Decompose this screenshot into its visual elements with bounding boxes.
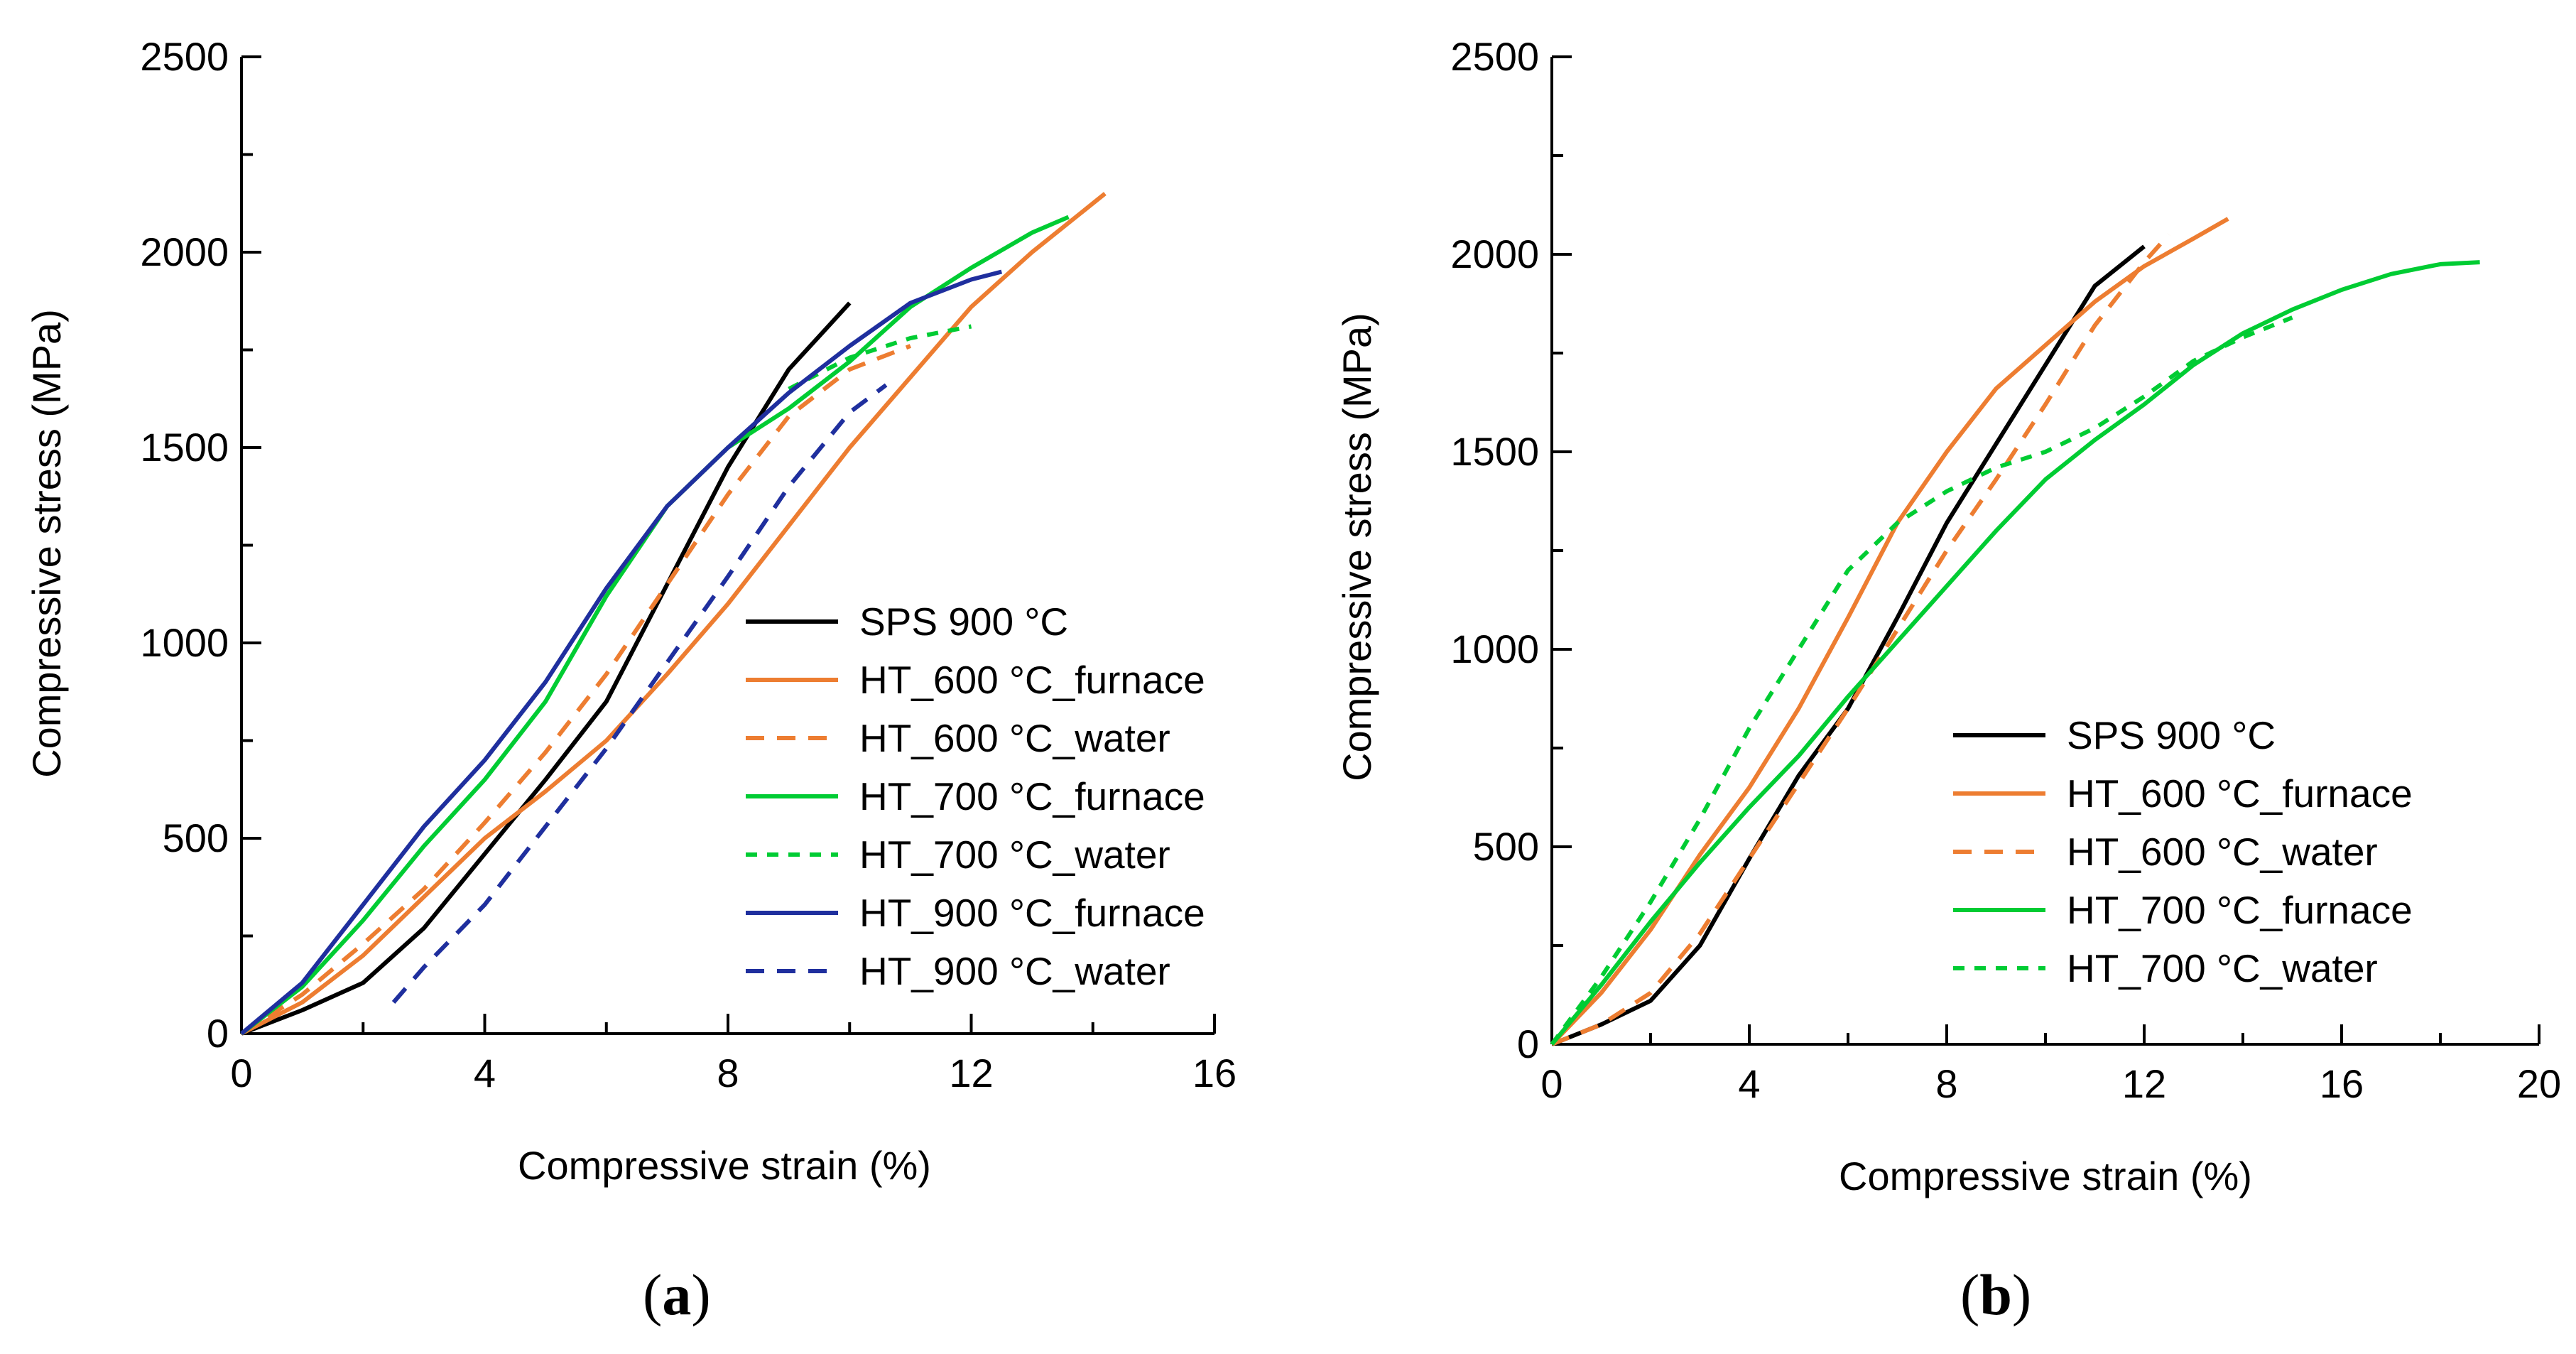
panel-a-label: (a) xyxy=(643,1262,711,1327)
panel-b-x-tick-label: 12 xyxy=(2122,1061,2166,1106)
chart-panel-b: 0 500 1000 1500 2000 2500 0 4 8 12 16 20 Compressive… xyxy=(1335,34,2561,1327)
panel-a-legend-label: HT_700 °C_water xyxy=(859,833,1170,877)
panel-b-x-tick-label: 20 xyxy=(2517,1061,2561,1106)
panel-a-legend: SPS 900 °C HT_600 °C_furnace HT_600 °C_wat… xyxy=(746,600,1205,993)
panel-a-y-axis-title: Compressive stress (MPa) xyxy=(24,309,69,778)
panel-a-y-tick-label: 2500 xyxy=(140,34,229,79)
panel-b-series-ht-700-c-furnace xyxy=(1550,260,2480,1046)
panel-b-x-axis-title: Compressive strain (%) xyxy=(1839,1154,2252,1198)
panel-b-label: (b) xyxy=(1960,1262,2031,1327)
panel-a-x-tick-label: 0 xyxy=(230,1051,252,1095)
panel-a-label-letter: a xyxy=(662,1262,691,1327)
panel-a-y-tick-label: 2000 xyxy=(140,229,229,274)
panel-a-legend-label: HT_900 °C_water xyxy=(859,949,1170,993)
panel-b-legend-label: SPS 900 °C xyxy=(2067,713,2276,757)
panel-a-x-tick-label: 12 xyxy=(949,1051,993,1095)
panel-a-x-tick-label: 16 xyxy=(1192,1051,1237,1095)
panel-a-legend-label: HT_700 °C_furnace xyxy=(859,774,1205,818)
panel-b-legend: SPS 900 °C HT_600 °C_furnace HT_600 °C_wat… xyxy=(1953,713,2413,990)
panel-b-x-tick-label: 4 xyxy=(1738,1061,1760,1106)
panel-b-x-tick-label: 8 xyxy=(1935,1061,1957,1106)
panel-a-legend-label: HT_600 °C_water xyxy=(859,716,1170,760)
panel-b-y-tick-label: 1000 xyxy=(1450,627,1539,671)
panel-a-legend-label: HT_900 °C_furnace xyxy=(859,891,1205,935)
panel-a-y-tick-label: 1000 xyxy=(140,620,229,665)
panel-b-label-letter: b xyxy=(1979,1262,2012,1327)
panel-a-series-ht-900-c-water xyxy=(391,383,888,1004)
panel-a-label-open: ( xyxy=(643,1262,662,1327)
panel-b-label-close: ) xyxy=(2012,1262,2031,1327)
panel-b-x-tick-label: 16 xyxy=(2320,1061,2364,1106)
panel-b-label-open: ( xyxy=(1960,1262,1979,1327)
panel-b-legend-label: HT_600 °C_water xyxy=(2067,830,2378,874)
panel-a-x-tick-label: 4 xyxy=(474,1051,496,1095)
panel-a-legend-label: SPS 900 °C xyxy=(859,600,1068,644)
panel-a-y-tick-label: 0 xyxy=(207,1011,229,1056)
panel-b-y-tick-label: 2500 xyxy=(1450,34,1539,79)
panel-b-y-tick-label: 500 xyxy=(1473,824,1539,869)
panel-a-series-ht-900-c-furnace xyxy=(240,269,1003,1036)
panel-a-label-close: ) xyxy=(691,1262,710,1327)
panel-a-y-tick-label: 500 xyxy=(163,816,229,860)
panel-b-x-tick-label: 0 xyxy=(1540,1061,1563,1106)
panel-b-y-tick-label: 0 xyxy=(1517,1022,1539,1066)
panel-b-legend-label: HT_600 °C_furnace xyxy=(2067,771,2413,816)
panel-a-x-axis-title: Compressive strain (%) xyxy=(518,1143,931,1188)
panel-b-y-axis-title: Compressive stress (MPa) xyxy=(1335,313,1379,781)
panel-b-series-sps-900-c xyxy=(1550,244,2146,1046)
panel-a-series-sps-900-c xyxy=(240,301,852,1036)
panel-b-y-tick-label: 1500 xyxy=(1450,429,1539,474)
panel-b-series-ht-700-c-water xyxy=(1550,315,2293,1046)
panel-a-legend-label: HT_600 °C_furnace xyxy=(859,658,1205,702)
panel-b-legend-label: HT_700 °C_furnace xyxy=(2067,888,2413,932)
chart-panel-a: 0 500 1000 1500 2000 2500 0 4 8 12 16 Compressive s… xyxy=(24,34,1237,1327)
panel-a-series-ht-600-c-water xyxy=(240,344,911,1036)
panel-b-y-tick-label: 2000 xyxy=(1450,232,1539,276)
panel-b-legend-label: HT_700 °C_water xyxy=(2067,946,2378,990)
panel-a-y-tick-label: 1500 xyxy=(140,425,229,470)
panel-a-x-tick-label: 8 xyxy=(717,1051,739,1095)
